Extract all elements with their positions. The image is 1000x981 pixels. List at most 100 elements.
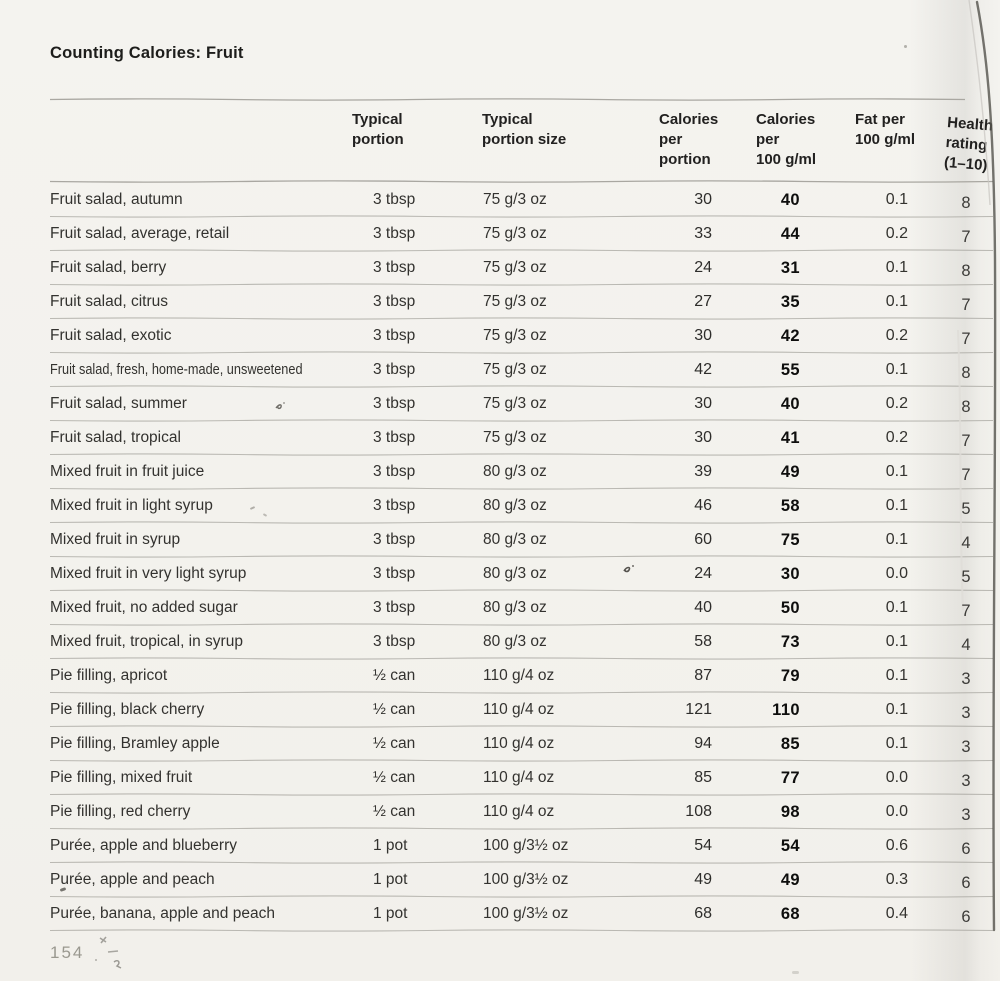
portion-size-cell: 75 g/3 oz [462, 387, 637, 421]
col-header-typical-portion: Typical portion [352, 110, 404, 150]
health-rating-cell: 7 [908, 594, 1000, 628]
table-row: Mixed fruit, no added sugar 3 tbsp 80 g/… [50, 591, 1000, 625]
typical-portion-cell: 3 tbsp [352, 421, 462, 455]
fat-per-100-cell: 0.4 [800, 897, 908, 931]
typical-portion-cell: 3 tbsp [352, 523, 462, 557]
table-row: Pie filling, Bramley apple ½ can 110 g/4… [50, 727, 1000, 761]
table-row: Purée, apple and peach 1 pot 100 g/3½ oz… [50, 863, 1000, 897]
health-rating-cell: 5 [908, 560, 1000, 594]
calories-per-portion-cell: 58 [637, 625, 712, 659]
table-row: Pie filling, black cherry ½ can 110 g/4 … [50, 693, 1000, 727]
calories-per-100-cell: 79 [712, 659, 800, 693]
col-header-calories-per-100: Calories per 100 g/ml [756, 110, 816, 170]
calories-per-portion-cell: 68 [637, 897, 712, 931]
food-name-cell: Pie filling, mixed fruit [50, 761, 352, 795]
typical-portion-cell: 3 tbsp [352, 353, 462, 387]
food-name-cell: Mixed fruit in light syrup [50, 489, 352, 523]
portion-size-cell: 75 g/3 oz [462, 421, 637, 455]
typical-portion-cell: 3 tbsp [352, 251, 462, 285]
calories-per-100-cell: 77 [712, 761, 800, 795]
food-name-cell: Mixed fruit, no added sugar [50, 591, 352, 625]
table-body: Fruit salad, autumn 3 tbsp 75 g/3 oz 30 … [50, 183, 1000, 931]
calories-per-portion-cell: 49 [637, 863, 712, 897]
portion-size-cell: 75 g/3 oz [462, 251, 637, 285]
table-row: Pie filling, mixed fruit ½ can 110 g/4 o… [50, 761, 1000, 795]
portion-size-cell: 75 g/3 oz [462, 285, 637, 319]
food-name-cell: Fruit salad, tropical [50, 421, 352, 455]
page-title: Counting Calories: Fruit [50, 44, 244, 63]
typical-portion-cell: 3 tbsp [352, 625, 462, 659]
portion-size-cell: 80 g/3 oz [462, 489, 637, 523]
typical-portion-cell: 3 tbsp [352, 285, 462, 319]
typical-portion-cell: ½ can [352, 693, 462, 727]
calories-per-portion-cell: 24 [637, 557, 712, 591]
portion-size-cell: 100 g/3½ oz [462, 863, 637, 897]
food-name-cell: Pie filling, Bramley apple [50, 727, 352, 761]
food-name-cell: Mixed fruit in fruit juice [50, 455, 352, 489]
fat-per-100-cell: 0.1 [800, 523, 908, 557]
table-row: Fruit salad, berry 3 tbsp 75 g/3 oz 24 3… [50, 251, 1000, 285]
scanned-book-page: Counting Calories: Fruit Typical portion… [0, 0, 1000, 981]
table-row: Purée, banana, apple and peach 1 pot 100… [50, 897, 1000, 931]
table-row: Mixed fruit in very light syrup 3 tbsp 8… [50, 557, 1000, 591]
typical-portion-cell: 3 tbsp [352, 455, 462, 489]
table-row: Mixed fruit, tropical, in syrup 3 tbsp 8… [50, 625, 1000, 659]
calories-per-portion-cell: 94 [637, 727, 712, 761]
portion-size-cell: 80 g/3 oz [462, 523, 637, 557]
fat-per-100-cell: 0.1 [800, 183, 908, 217]
calories-per-100-cell: 75 [712, 523, 800, 557]
calories-per-100-cell: 73 [712, 625, 800, 659]
calories-per-100-cell: 30 [712, 557, 800, 591]
calories-per-100-cell: 41 [712, 421, 800, 455]
calories-per-portion-cell: 54 [637, 829, 712, 863]
calories-per-100-cell: 55 [712, 353, 800, 387]
calories-per-portion-cell: 42 [637, 353, 712, 387]
portion-size-cell: 80 g/3 oz [462, 455, 637, 489]
calories-per-100-cell: 98 [712, 795, 800, 829]
food-name-cell: Pie filling, black cherry [50, 693, 352, 727]
food-name-cell: Purée, banana, apple and peach [50, 897, 352, 931]
health-rating-cell: 3 [908, 662, 1000, 696]
calories-per-100-cell: 31 [712, 251, 800, 285]
food-name-cell: Fruit salad, fresh, home-made, unsweeten… [50, 353, 352, 387]
scan-artifact-smudge-pagenum [92, 932, 136, 978]
fat-per-100-cell: 0.3 [800, 863, 908, 897]
scan-artifact-speck-4 [792, 971, 799, 974]
scan-artifact-dot-top [904, 45, 907, 48]
food-name-cell: Fruit salad, citrus [50, 285, 352, 319]
fat-per-100-cell: 0.2 [800, 421, 908, 455]
health-rating-cell: 6 [908, 832, 1000, 866]
calories-per-portion-cell: 108 [637, 795, 712, 829]
typical-portion-cell: 3 tbsp [352, 387, 462, 421]
portion-size-cell: 100 g/3½ oz [462, 897, 637, 931]
typical-portion-cell: 1 pot [352, 897, 462, 931]
fat-per-100-cell: 0.1 [800, 353, 908, 387]
fat-per-100-cell: 0.1 [800, 625, 908, 659]
table-row: Fruit salad, tropical 3 tbsp 75 g/3 oz 3… [50, 421, 1000, 455]
table-row: Fruit salad, fresh, home-made, unsweeten… [50, 353, 1000, 387]
portion-size-cell: 75 g/3 oz [462, 353, 637, 387]
table-row: Fruit salad, average, retail 3 tbsp 75 g… [50, 217, 1000, 251]
calories-per-portion-cell: 30 [637, 387, 712, 421]
fat-per-100-cell: 0.0 [800, 795, 908, 829]
health-rating-cell: 3 [908, 764, 1000, 798]
calories-per-100-cell: 85 [712, 727, 800, 761]
fat-per-100-cell: 0.1 [800, 251, 908, 285]
portion-size-cell: 75 g/3 oz [462, 319, 637, 353]
typical-portion-cell: ½ can [352, 795, 462, 829]
portion-size-cell: 80 g/3 oz [462, 591, 637, 625]
calories-per-100-cell: 68 [712, 897, 800, 931]
fat-per-100-cell: 0.1 [800, 489, 908, 523]
table-row: Fruit salad, summer 3 tbsp 75 g/3 oz 30 … [50, 387, 1000, 421]
fat-per-100-cell: 0.2 [800, 217, 908, 251]
typical-portion-cell: 3 tbsp [352, 557, 462, 591]
health-rating-cell: 3 [908, 696, 1000, 730]
portion-size-cell: 110 g/4 oz [462, 693, 637, 727]
calories-per-portion-cell: 85 [637, 761, 712, 795]
calories-per-100-cell: 35 [712, 285, 800, 319]
calories-per-portion-cell: 87 [637, 659, 712, 693]
health-rating-cell: 3 [908, 730, 1000, 764]
portion-size-cell: 75 g/3 oz [462, 183, 637, 217]
health-rating-cell: 7 [908, 322, 1000, 356]
fat-per-100-cell: 0.1 [800, 727, 908, 761]
